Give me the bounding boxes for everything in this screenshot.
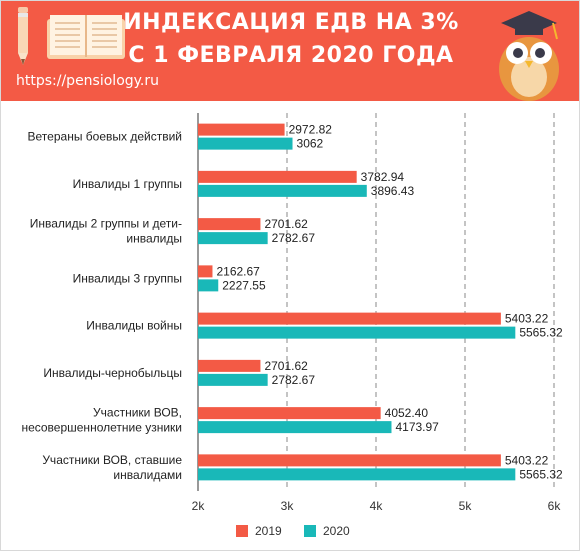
x-tick-label: 6k	[548, 499, 562, 513]
owl-graduate-icon	[499, 11, 559, 101]
data-label: 2227.55	[222, 278, 266, 292]
data-label: 2782.67	[272, 231, 316, 245]
legend-label: 2019	[255, 524, 282, 538]
category-label: Инвалиды 3 группы	[73, 271, 182, 285]
bar-2020	[198, 232, 268, 245]
open-book-icon	[47, 15, 125, 59]
category-label: Инвалиды 1 группы	[73, 177, 182, 191]
bar-2019	[198, 407, 381, 420]
legend-swatch-2020	[304, 525, 316, 537]
bar-2020	[198, 184, 367, 197]
data-label: 2701.62	[264, 217, 308, 231]
bar-2020	[198, 373, 268, 386]
title-line-2: С 1 ФЕВРАЛЯ 2020 ГОДА	[128, 43, 454, 68]
bar-2020	[198, 137, 293, 150]
bar-2020	[198, 468, 516, 481]
category-label: Инвалиды войны	[86, 319, 182, 333]
bar-2019	[198, 218, 261, 231]
bar-2019	[198, 454, 501, 467]
bar-2020	[198, 326, 516, 339]
data-label: 2782.67	[272, 373, 316, 387]
bar-chart: 2k 3k 4k 5k 6k Ветераны боевых действий 2972.8…	[21, 113, 563, 538]
data-label: 5403.22	[505, 312, 549, 326]
x-tick-label: 3k	[281, 499, 295, 513]
x-tick-label: 5k	[459, 499, 473, 513]
category-label: Ветераны боевых действий	[28, 130, 182, 144]
category-label: Инвалиды-чернобыльцы	[43, 366, 182, 380]
data-label: 4173.97	[395, 420, 439, 434]
category-label: несовершеннолетние узники	[21, 421, 182, 435]
bar-2019	[198, 359, 261, 372]
category-label: Участники ВОВ, ставшие	[42, 453, 182, 467]
data-label: 5565.32	[519, 467, 563, 481]
bar-2019	[198, 123, 285, 136]
site-url: https://pensiology.ru	[16, 73, 160, 89]
category-label: Инвалиды 2 группы и дети-	[30, 217, 182, 231]
bar-2019	[198, 312, 501, 325]
header-banner: ИНДЕКСАЦИЯ ЕДВ НА 3% С 1 ФЕВРАЛЯ 2020 ГО…	[1, 1, 579, 101]
pencil-icon	[18, 7, 28, 65]
category-label: инвалиды	[126, 232, 182, 246]
bar-2020	[198, 279, 219, 292]
data-label: 2162.67	[216, 264, 260, 278]
bar-2019	[198, 265, 213, 278]
x-tick-label: 4k	[370, 499, 384, 513]
data-label: 3782.94	[361, 170, 405, 184]
data-label: 3896.43	[371, 184, 415, 198]
bar-2019	[198, 170, 357, 183]
x-tick-label: 2k	[192, 499, 206, 513]
legend-label: 2020	[323, 524, 350, 538]
data-label: 5565.32	[519, 326, 563, 340]
title-line-1: ИНДЕКСАЦИЯ ЕДВ НА 3%	[123, 10, 459, 35]
category-label: инвалидами	[113, 468, 182, 482]
bar-2020	[198, 421, 392, 434]
data-label: 2972.82	[289, 123, 333, 137]
data-label: 2701.62	[264, 359, 308, 373]
data-label: 5403.22	[505, 453, 549, 467]
legend-swatch-2019	[236, 525, 248, 537]
data-label: 3062	[297, 137, 324, 151]
category-label: Участники ВОВ,	[93, 406, 182, 420]
data-label: 4052.40	[385, 406, 429, 420]
